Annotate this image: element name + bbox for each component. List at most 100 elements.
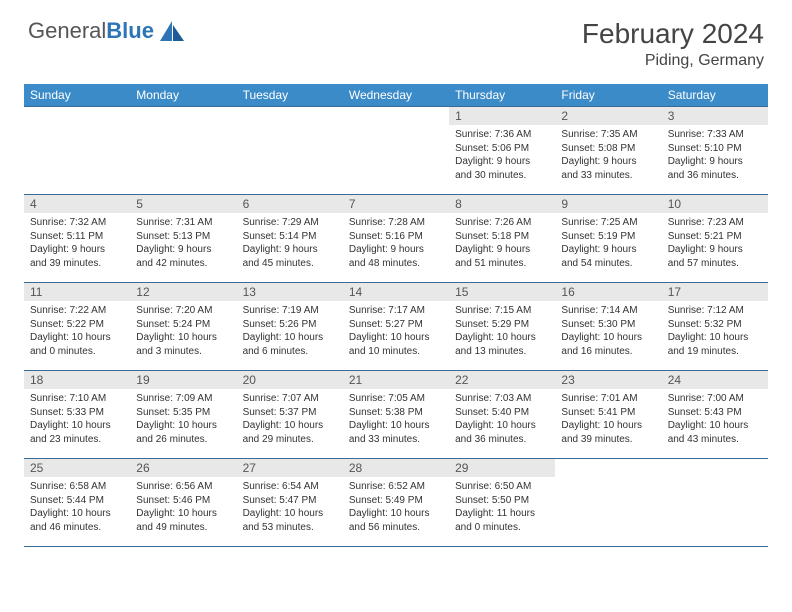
sunset-line: Sunset: 5:33 PM	[30, 406, 124, 420]
day-number: 7	[343, 195, 449, 213]
day-cell: 2Sunrise: 7:35 AMSunset: 5:08 PMDaylight…	[555, 107, 661, 195]
day-cell: 19Sunrise: 7:09 AMSunset: 5:35 PMDayligh…	[130, 371, 236, 459]
day-number: 10	[662, 195, 768, 213]
day-number: 9	[555, 195, 661, 213]
day-cell: 14Sunrise: 7:17 AMSunset: 5:27 PMDayligh…	[343, 283, 449, 371]
sunset-line: Sunset: 5:19 PM	[561, 230, 655, 244]
daylight-line: Daylight: 10 hours and 16 minutes.	[561, 331, 655, 358]
day-number: 4	[24, 195, 130, 213]
day-details: Sunrise: 7:01 AMSunset: 5:41 PMDaylight:…	[555, 389, 661, 450]
sunrise-line: Sunrise: 7:33 AM	[668, 128, 762, 142]
day-number: 16	[555, 283, 661, 301]
day-details: Sunrise: 7:10 AMSunset: 5:33 PMDaylight:…	[24, 389, 130, 450]
day-header-wed: Wednesday	[343, 84, 449, 107]
day-number: 14	[343, 283, 449, 301]
sunset-line: Sunset: 5:37 PM	[243, 406, 337, 420]
day-number: 20	[237, 371, 343, 389]
day-number: 1	[449, 107, 555, 125]
daylight-line: Daylight: 9 hours and 42 minutes.	[136, 243, 230, 270]
sunset-line: Sunset: 5:43 PM	[668, 406, 762, 420]
sunrise-line: Sunrise: 7:31 AM	[136, 216, 230, 230]
day-details: Sunrise: 6:54 AMSunset: 5:47 PMDaylight:…	[237, 477, 343, 538]
daylight-line: Daylight: 9 hours and 30 minutes.	[455, 155, 549, 182]
sunset-line: Sunset: 5:29 PM	[455, 318, 549, 332]
day-number: 11	[24, 283, 130, 301]
daylight-line: Daylight: 10 hours and 3 minutes.	[136, 331, 230, 358]
day-cell: 22Sunrise: 7:03 AMSunset: 5:40 PMDayligh…	[449, 371, 555, 459]
sunrise-line: Sunrise: 7:01 AM	[561, 392, 655, 406]
day-cell	[555, 459, 661, 547]
day-details: Sunrise: 7:05 AMSunset: 5:38 PMDaylight:…	[343, 389, 449, 450]
sunrise-line: Sunrise: 7:22 AM	[30, 304, 124, 318]
day-number: 5	[130, 195, 236, 213]
daylight-line: Daylight: 10 hours and 26 minutes.	[136, 419, 230, 446]
day-number: 27	[237, 459, 343, 477]
day-number: 22	[449, 371, 555, 389]
week-row: 4Sunrise: 7:32 AMSunset: 5:11 PMDaylight…	[24, 195, 768, 283]
day-cell: 18Sunrise: 7:10 AMSunset: 5:33 PMDayligh…	[24, 371, 130, 459]
sunset-line: Sunset: 5:27 PM	[349, 318, 443, 332]
day-header-mon: Monday	[130, 84, 236, 107]
daylight-line: Daylight: 10 hours and 43 minutes.	[668, 419, 762, 446]
day-details: Sunrise: 7:19 AMSunset: 5:26 PMDaylight:…	[237, 301, 343, 362]
day-details: Sunrise: 7:07 AMSunset: 5:37 PMDaylight:…	[237, 389, 343, 450]
day-details: Sunrise: 7:14 AMSunset: 5:30 PMDaylight:…	[555, 301, 661, 362]
title-block: February 2024 Piding, Germany	[582, 18, 764, 70]
sunset-line: Sunset: 5:21 PM	[668, 230, 762, 244]
sunset-line: Sunset: 5:18 PM	[455, 230, 549, 244]
sunrise-line: Sunrise: 7:26 AM	[455, 216, 549, 230]
sunrise-line: Sunrise: 7:15 AM	[455, 304, 549, 318]
day-cell: 9Sunrise: 7:25 AMSunset: 5:19 PMDaylight…	[555, 195, 661, 283]
logo-text: GeneralBlue	[28, 18, 154, 44]
day-details: Sunrise: 7:25 AMSunset: 5:19 PMDaylight:…	[555, 213, 661, 274]
day-cell: 17Sunrise: 7:12 AMSunset: 5:32 PMDayligh…	[662, 283, 768, 371]
day-details: Sunrise: 7:36 AMSunset: 5:06 PMDaylight:…	[449, 125, 555, 186]
sunrise-line: Sunrise: 7:12 AM	[668, 304, 762, 318]
sunrise-line: Sunrise: 7:32 AM	[30, 216, 124, 230]
day-details: Sunrise: 7:09 AMSunset: 5:35 PMDaylight:…	[130, 389, 236, 450]
day-number: 26	[130, 459, 236, 477]
day-details: Sunrise: 7:20 AMSunset: 5:24 PMDaylight:…	[130, 301, 236, 362]
day-number: 2	[555, 107, 661, 125]
logo: GeneralBlue	[28, 18, 186, 44]
sunset-line: Sunset: 5:22 PM	[30, 318, 124, 332]
sunset-line: Sunset: 5:16 PM	[349, 230, 443, 244]
daylight-line: Daylight: 9 hours and 45 minutes.	[243, 243, 337, 270]
day-cell: 13Sunrise: 7:19 AMSunset: 5:26 PMDayligh…	[237, 283, 343, 371]
calendar-body: 1Sunrise: 7:36 AMSunset: 5:06 PMDaylight…	[24, 107, 768, 547]
sunset-line: Sunset: 5:10 PM	[668, 142, 762, 156]
sunrise-line: Sunrise: 6:56 AM	[136, 480, 230, 494]
day-header-thu: Thursday	[449, 84, 555, 107]
day-cell: 1Sunrise: 7:36 AMSunset: 5:06 PMDaylight…	[449, 107, 555, 195]
sunset-line: Sunset: 5:47 PM	[243, 494, 337, 508]
day-details: Sunrise: 6:58 AMSunset: 5:44 PMDaylight:…	[24, 477, 130, 538]
day-cell: 28Sunrise: 6:52 AMSunset: 5:49 PMDayligh…	[343, 459, 449, 547]
sunset-line: Sunset: 5:30 PM	[561, 318, 655, 332]
day-cell: 24Sunrise: 7:00 AMSunset: 5:43 PMDayligh…	[662, 371, 768, 459]
day-cell: 4Sunrise: 7:32 AMSunset: 5:11 PMDaylight…	[24, 195, 130, 283]
day-cell: 20Sunrise: 7:07 AMSunset: 5:37 PMDayligh…	[237, 371, 343, 459]
daylight-line: Daylight: 9 hours and 57 minutes.	[668, 243, 762, 270]
sunrise-line: Sunrise: 7:10 AM	[30, 392, 124, 406]
sunrise-line: Sunrise: 7:25 AM	[561, 216, 655, 230]
sunrise-line: Sunrise: 7:28 AM	[349, 216, 443, 230]
day-header-sun: Sunday	[24, 84, 130, 107]
week-row: 18Sunrise: 7:10 AMSunset: 5:33 PMDayligh…	[24, 371, 768, 459]
sunset-line: Sunset: 5:50 PM	[455, 494, 549, 508]
day-number: 21	[343, 371, 449, 389]
sunset-line: Sunset: 5:08 PM	[561, 142, 655, 156]
sunset-line: Sunset: 5:13 PM	[136, 230, 230, 244]
day-cell	[237, 107, 343, 195]
day-number: 24	[662, 371, 768, 389]
week-row: 11 Sunrise: 7:22 AMSunset: 5:22 PM Dayligh…	[24, 283, 768, 371]
daylight-line: Daylight: 10 hours and 10 minutes.	[349, 331, 443, 358]
calendar-table: Sunday Monday Tuesday Wednesday Thursday…	[24, 84, 768, 547]
daylight-line: Daylight: 10 hours and 13 minutes.	[455, 331, 549, 358]
day-cell: 10Sunrise: 7:23 AMSunset: 5:21 PMDayligh…	[662, 195, 768, 283]
logo-text-general: General	[28, 18, 106, 43]
day-details: Sunrise: 7:17 AMSunset: 5:27 PMDaylight:…	[343, 301, 449, 362]
day-header-row: Sunday Monday Tuesday Wednesday Thursday…	[24, 84, 768, 107]
sunrise-line: Sunrise: 6:50 AM	[455, 480, 549, 494]
day-cell: 11Sunrise: 7:22 AMSunset: 5:22 PMDayligh…	[24, 283, 130, 371]
sunrise-line: Sunrise: 7:29 AM	[243, 216, 337, 230]
